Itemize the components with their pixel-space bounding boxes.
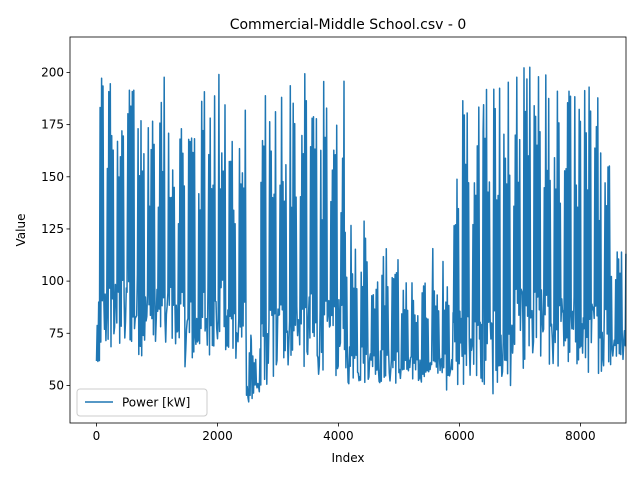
- y-tick-label: 200: [41, 65, 64, 79]
- y-tick-label: 175: [41, 118, 64, 132]
- y-tick-label: 125: [41, 222, 64, 236]
- y-tick-label: 100: [41, 274, 64, 288]
- series-layer: [95, 66, 627, 403]
- legend: Power [kW]: [76, 388, 208, 417]
- legend-label: Power [kW]: [122, 396, 190, 410]
- y-axis-ticks: 50 75 100 125 150 175 200: [41, 65, 70, 392]
- x-tick-label: 2000: [202, 429, 233, 443]
- x-tick-label: 4000: [323, 429, 354, 443]
- x-tick-label: 6000: [444, 429, 475, 443]
- x-axis-ticks: 0 2000 4000 6000 8000: [93, 423, 596, 443]
- legend-box: [76, 388, 208, 417]
- x-tick-label: 8000: [565, 429, 596, 443]
- series-line-0: [95, 66, 627, 403]
- y-tick-label: 50: [49, 378, 64, 392]
- x-tick-label: 0: [93, 429, 101, 443]
- plot-area: [69, 36, 627, 424]
- y-axis-label: Value: [14, 214, 28, 247]
- chart-title: Commercial-Middle School.csv - 0: [230, 17, 467, 33]
- x-axis-label: Index: [331, 451, 364, 465]
- plot-border: [69, 36, 627, 424]
- y-tick-label: 75: [49, 326, 64, 340]
- y-tick-label: 150: [41, 170, 64, 184]
